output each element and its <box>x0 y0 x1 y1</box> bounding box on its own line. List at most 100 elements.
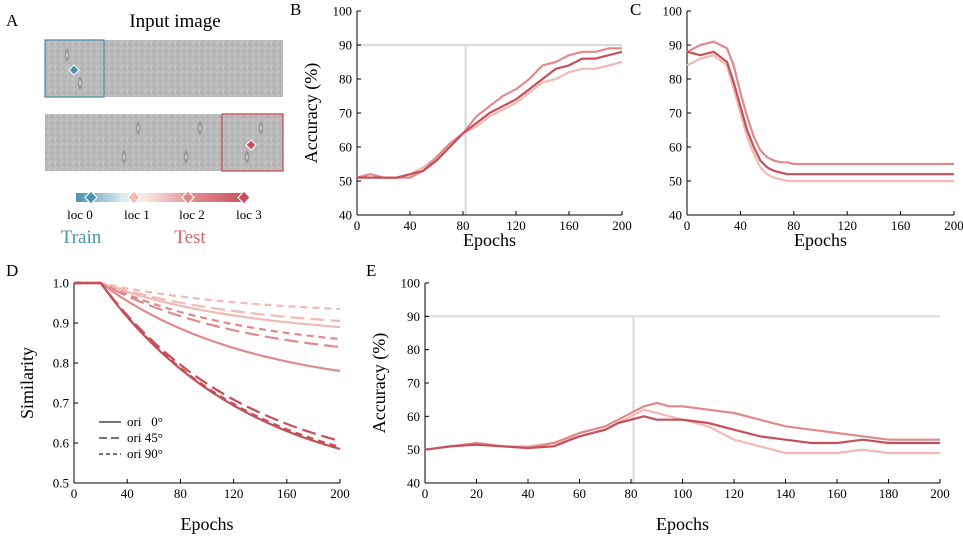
x-axis-label: Epochs <box>181 514 234 534</box>
y-tick-label: 70 <box>407 376 420 391</box>
x-tick-label: 200 <box>612 218 632 233</box>
y-tick-label: 60 <box>407 409 420 424</box>
x-tick-label: 160 <box>277 486 297 501</box>
test-location-box <box>221 113 284 172</box>
train-location-box <box>44 39 105 98</box>
panel-d-label: D <box>6 261 18 280</box>
series-loc3 <box>424 415 940 451</box>
x-tick-label: 160 <box>559 218 579 233</box>
y-tick-label: 50 <box>339 174 352 189</box>
y-tick-label: 0.6 <box>53 436 70 451</box>
test-label: Test <box>174 227 206 248</box>
x-tick-label: 200 <box>930 486 950 501</box>
x-tick-label: 100 <box>673 486 693 501</box>
series-loc2-solid <box>74 281 341 373</box>
x-axis-label: Epochs <box>794 230 847 250</box>
y-tick-label: 40 <box>669 208 682 223</box>
loc0-label: loc 0 <box>67 207 93 222</box>
panel-b-label: B <box>290 0 301 19</box>
y-tick-label: 90 <box>339 38 352 53</box>
x-tick-label: 200 <box>944 218 963 233</box>
series-loc2 <box>686 40 954 166</box>
y-tick-label: 0.8 <box>53 356 69 371</box>
legend-ori-0: ori 0° <box>127 414 163 429</box>
x-tick-label: 140 <box>776 486 796 501</box>
x-tick-label: 160 <box>891 218 911 233</box>
x-tick-label: 0 <box>354 218 361 233</box>
y-tick-label: 0.5 <box>53 476 69 491</box>
series-loc3 <box>357 50 623 179</box>
y-tick-label: 90 <box>669 38 682 53</box>
train-gabor-patch <box>64 46 83 92</box>
series-loc3-short <box>74 281 341 449</box>
y-tick-label: 40 <box>407 476 420 491</box>
series-loc3-long <box>74 281 341 443</box>
train-marker-icon <box>68 64 80 76</box>
series-loc1-short <box>74 281 341 311</box>
test-marker-icon <box>245 139 257 151</box>
loc1-label: loc 1 <box>124 207 150 222</box>
chart-d-similarity: 0 40 80 120 160 200 0.5 0.6 0.7 0.8 0.9 1.0 Epochs Si… <box>17 276 350 535</box>
chart-e-accuracy: 0 20 40 60 80 100 120 140 160 180 200 40 50 60 70 80 90 1… <box>369 276 950 535</box>
panel-e-label: E <box>366 261 376 280</box>
x-tick-label: 0 <box>71 486 78 501</box>
x-tick-label: 120 <box>506 218 526 233</box>
legend-ori-90: ori 90° <box>127 446 163 461</box>
y-tick-label: 80 <box>339 72 352 87</box>
x-tick-label: 0 <box>684 218 691 233</box>
y-axis-label: Accuracy (%) <box>369 333 390 433</box>
y-tick-label: 0.7 <box>53 396 70 411</box>
chart-b-accuracy-train-test: 0 40 80 120 160 200405060708090100EpochsAccur… <box>301 4 632 251</box>
panel-a-label: A <box>6 11 19 30</box>
loc0-marker-icon <box>84 190 98 205</box>
y-tick-label: 50 <box>407 442 420 457</box>
test-image-strip <box>45 114 283 171</box>
y-tick-label: 100 <box>663 4 683 19</box>
x-tick-label: 40 <box>121 486 134 501</box>
y-tick-label: 80 <box>669 72 682 87</box>
x-axis-label: Epochs <box>656 514 709 534</box>
series-loc1 <box>686 54 954 183</box>
loc3-marker-icon <box>237 190 251 205</box>
panel-c-label: C <box>630 0 641 19</box>
series-loc0 <box>425 285 940 447</box>
y-tick-label: 100 <box>401 276 421 291</box>
x-tick-label: 120 <box>837 218 857 233</box>
series-loc3 <box>686 50 954 176</box>
x-tick-label: 40 <box>522 486 535 501</box>
panel-d-legend: ori 0° ori 45° ori 90° <box>99 414 163 461</box>
loc2-marker-icon <box>181 190 195 205</box>
loc2-label: loc 2 <box>179 207 205 222</box>
x-tick-label: 80 <box>457 218 470 233</box>
series-loc2 <box>424 401 940 451</box>
loc3-label: loc 3 <box>236 207 262 222</box>
x-tick-label: 40 <box>734 218 747 233</box>
series-loc1 <box>356 60 623 179</box>
y-tick-label: 1.0 <box>53 276 69 291</box>
train-image-strip <box>45 40 283 97</box>
series-loc0 <box>687 13 954 15</box>
series-loc1 <box>424 408 940 455</box>
y-tick-label: 90 <box>407 309 420 324</box>
x-tick-label: 20 <box>470 486 483 501</box>
train-label: Train <box>61 227 102 248</box>
y-tick-label: 40 <box>339 208 352 223</box>
y-tick-label: 60 <box>669 140 682 155</box>
y-tick-label: 100 <box>333 4 353 19</box>
x-tick-label: 120 <box>724 486 744 501</box>
loc1-marker-icon <box>127 190 141 205</box>
x-tick-label: 200 <box>330 486 350 501</box>
x-tick-label: 80 <box>625 486 638 501</box>
legend-ori-45: ori 45° <box>127 430 163 445</box>
y-tick-label: 80 <box>407 342 420 357</box>
y-tick-label: 50 <box>669 174 682 189</box>
series-loc3-solid <box>74 281 341 451</box>
y-tick-label: 70 <box>339 106 352 121</box>
x-tick-label: 0 <box>422 486 429 501</box>
y-tick-label: 60 <box>339 140 352 155</box>
x-tick-label: 80 <box>174 486 187 501</box>
input-image-title: Input image <box>129 11 220 32</box>
series-loc1-long <box>74 281 341 323</box>
series-loc2-long <box>74 281 341 349</box>
